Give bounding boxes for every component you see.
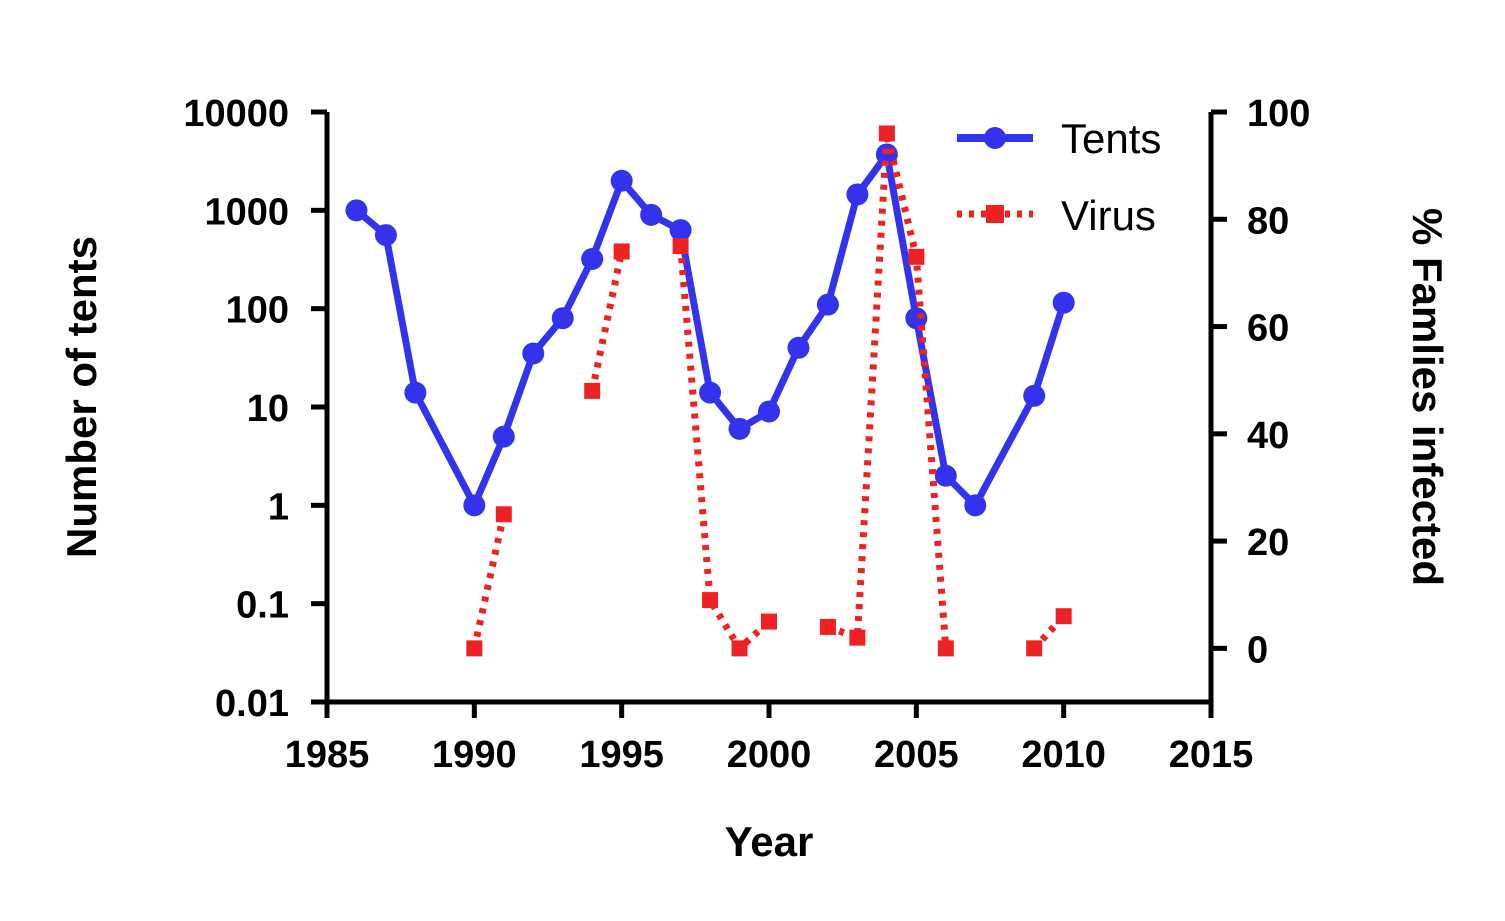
virus-data-point [584, 382, 601, 399]
x-ticks: 1985 1990 1995 2000 2005 2010 2015 [285, 702, 1254, 776]
tents-data-point [934, 464, 957, 487]
virus-data-point [937, 640, 954, 657]
legend-tents-label: Tents [1061, 115, 1161, 162]
tents-data-point [404, 381, 427, 404]
tents-data-point [964, 494, 987, 517]
legend-virus-label: Virus [1061, 192, 1156, 239]
virus-data-point [908, 248, 925, 265]
virus-data-point [466, 640, 483, 657]
virus-data-point [878, 125, 895, 142]
tents-data-point [699, 381, 722, 404]
y-right-tick-label: 0 [1247, 629, 1268, 671]
virus-data-point [819, 618, 836, 635]
virus-data-point [613, 243, 630, 260]
virus-data-point [761, 613, 777, 630]
y-left-axis-title: Number of tents [58, 236, 105, 558]
y-right-ticks: 0 20 40 60 80 100 [1211, 93, 1310, 671]
y-right-tick-label: 60 [1247, 308, 1289, 350]
virus-data-point [672, 238, 689, 255]
y-left-tick-label: 1000 [204, 191, 289, 233]
legend-virus-marker [986, 205, 1004, 223]
x-tick-label: 1995 [579, 734, 664, 776]
tents-data-point [816, 293, 839, 316]
tents-data-point [758, 400, 780, 423]
y-right-tick-label: 100 [1247, 93, 1310, 135]
virus-data-point [495, 506, 512, 523]
tents-line-segment [354, 151, 1068, 509]
series-layer [345, 125, 1075, 657]
y-right-axis-title: % Famlies infected [1404, 208, 1451, 586]
y-left-tick-label: 0.1 [236, 585, 289, 627]
tents-data-point [463, 494, 486, 517]
x-axis-title: Year [725, 818, 814, 865]
tents-data-point [846, 183, 869, 206]
x-tick-label: 1985 [285, 734, 370, 776]
y-left-tick-label: 10 [247, 388, 289, 430]
y-left-tick-label: 1 [268, 486, 289, 528]
legend-tents-marker [984, 127, 1006, 149]
y-right-tick-label: 40 [1247, 415, 1289, 457]
tents-data-point [1023, 384, 1046, 407]
x-tick-label: 2015 [1169, 734, 1254, 776]
y-left-tick-label: 10000 [183, 93, 289, 135]
tents-data-point [581, 247, 604, 270]
virus-data-point [731, 640, 748, 657]
tents-data-point [640, 203, 663, 226]
virus-data-point [1055, 608, 1072, 625]
legend: Tents Virus [957, 115, 1161, 239]
series-tents [345, 143, 1075, 517]
y-left-ticks: 0.01 0.1 1 10 100 1000 10000 [183, 93, 327, 725]
tents-data-point [610, 169, 633, 192]
tents-data-point [551, 307, 574, 330]
x-tick-label: 2010 [1021, 734, 1106, 776]
virus-data-point [849, 629, 866, 646]
tents-data-point [1052, 291, 1075, 314]
series-virus [466, 125, 1072, 657]
y-left-tick-label: 100 [226, 290, 289, 332]
virus-data-point [1026, 640, 1043, 657]
tents-data-point [374, 224, 397, 247]
tents-data-point [345, 199, 368, 222]
tents-data-point [905, 307, 928, 330]
tents-data-point [669, 219, 692, 242]
virus-line-segment [470, 513, 508, 650]
virus-line-segment [826, 130, 950, 649]
x-tick-label: 2000 [727, 734, 812, 776]
tents-data-point [492, 425, 515, 448]
virus-line-segment [588, 250, 626, 392]
tents-data-point [787, 336, 810, 359]
y-right-tick-label: 80 [1247, 200, 1289, 242]
tents-data-point [728, 417, 751, 440]
y-right-tick-label: 20 [1247, 522, 1289, 564]
x-tick-label: 2005 [874, 734, 959, 776]
virus-data-point [702, 592, 719, 609]
x-tick-label: 1990 [432, 734, 517, 776]
tents-data-point [522, 342, 545, 365]
y-left-tick-label: 0.01 [215, 683, 289, 725]
